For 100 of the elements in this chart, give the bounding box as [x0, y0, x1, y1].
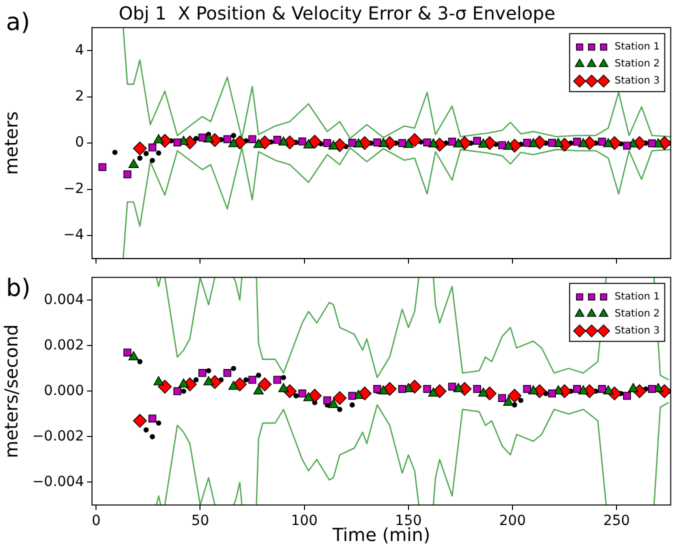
point [253, 385, 264, 394]
point [508, 388, 522, 403]
point [132, 142, 147, 156]
y-axis-title: meters/second [1, 324, 22, 458]
y-axis-title: meters [1, 111, 22, 175]
point [132, 414, 147, 428]
point [648, 384, 656, 393]
point [478, 388, 489, 397]
point [123, 170, 132, 178]
point [598, 138, 606, 146]
point [373, 138, 382, 146]
point [273, 376, 282, 384]
point [378, 385, 389, 394]
y-tick-label: 0.004 [44, 292, 84, 308]
point [198, 369, 206, 377]
point [518, 398, 524, 403]
point [503, 396, 514, 406]
point [332, 391, 347, 405]
point [223, 369, 232, 377]
point [137, 359, 142, 364]
point [323, 139, 332, 148]
point [150, 158, 155, 164]
point [144, 150, 149, 156]
point [173, 387, 182, 396]
point [603, 138, 614, 148]
x-tick-label: 0 [92, 513, 101, 530]
point [280, 374, 286, 380]
point [548, 138, 556, 147]
point [303, 392, 314, 402]
point [248, 135, 256, 144]
point [573, 138, 581, 146]
point [258, 377, 272, 392]
point [156, 150, 162, 156]
point [206, 368, 212, 374]
point [230, 132, 236, 138]
point [148, 144, 156, 152]
point [328, 398, 339, 408]
point [303, 139, 314, 148]
point [228, 138, 239, 148]
point [156, 420, 162, 426]
legend-label: Station 1 [614, 42, 660, 53]
point [243, 377, 249, 382]
y-tick-label: 0.000 [44, 382, 84, 399]
point [473, 384, 482, 393]
point [193, 136, 199, 142]
point [328, 140, 339, 150]
point [153, 134, 164, 144]
point [248, 376, 256, 384]
point [398, 384, 406, 393]
point [173, 138, 182, 146]
y-tick-label: 0.002 [44, 337, 84, 354]
y-tick-label: 4 [75, 42, 84, 58]
point [273, 136, 282, 144]
point [448, 382, 456, 391]
point [623, 392, 631, 400]
point [223, 135, 232, 144]
legend-label: Station 3 [614, 325, 660, 336]
point [123, 348, 132, 356]
point [256, 372, 262, 378]
point [230, 366, 236, 372]
point [598, 384, 606, 393]
point [453, 138, 464, 148]
point [137, 156, 142, 161]
point [98, 163, 106, 172]
point [628, 383, 638, 392]
point [348, 138, 356, 147]
point [148, 414, 156, 422]
y-tick-label: −2 [63, 180, 84, 197]
point [308, 134, 322, 149]
point [523, 138, 531, 147]
point [153, 376, 164, 386]
text: a) [6, 8, 30, 36]
point [298, 390, 306, 398]
point [423, 138, 432, 146]
point [428, 388, 439, 397]
point [408, 133, 422, 147]
point [448, 138, 456, 146]
y-tick-label: 0 [75, 134, 84, 151]
point [150, 434, 155, 440]
point [180, 388, 186, 394]
point [178, 378, 189, 388]
point [128, 351, 139, 360]
point [473, 136, 482, 145]
y-tick-label: −4 [63, 227, 84, 244]
point [548, 390, 556, 398]
point [578, 138, 588, 148]
point [128, 158, 139, 168]
y-tick-label: 2 [75, 88, 84, 105]
point [428, 138, 439, 148]
point [298, 138, 306, 146]
point [278, 136, 289, 146]
point [193, 377, 199, 382]
point [623, 142, 631, 150]
x-tick-label: 250 [603, 513, 630, 530]
point [453, 383, 464, 392]
point [253, 138, 264, 148]
point [648, 139, 656, 148]
chart-title: Obj 1 X Position & Velocity Error & 3-σ Envelope [118, 3, 556, 24]
y-tick-label: −0.004 [32, 474, 84, 490]
point [350, 402, 355, 408]
